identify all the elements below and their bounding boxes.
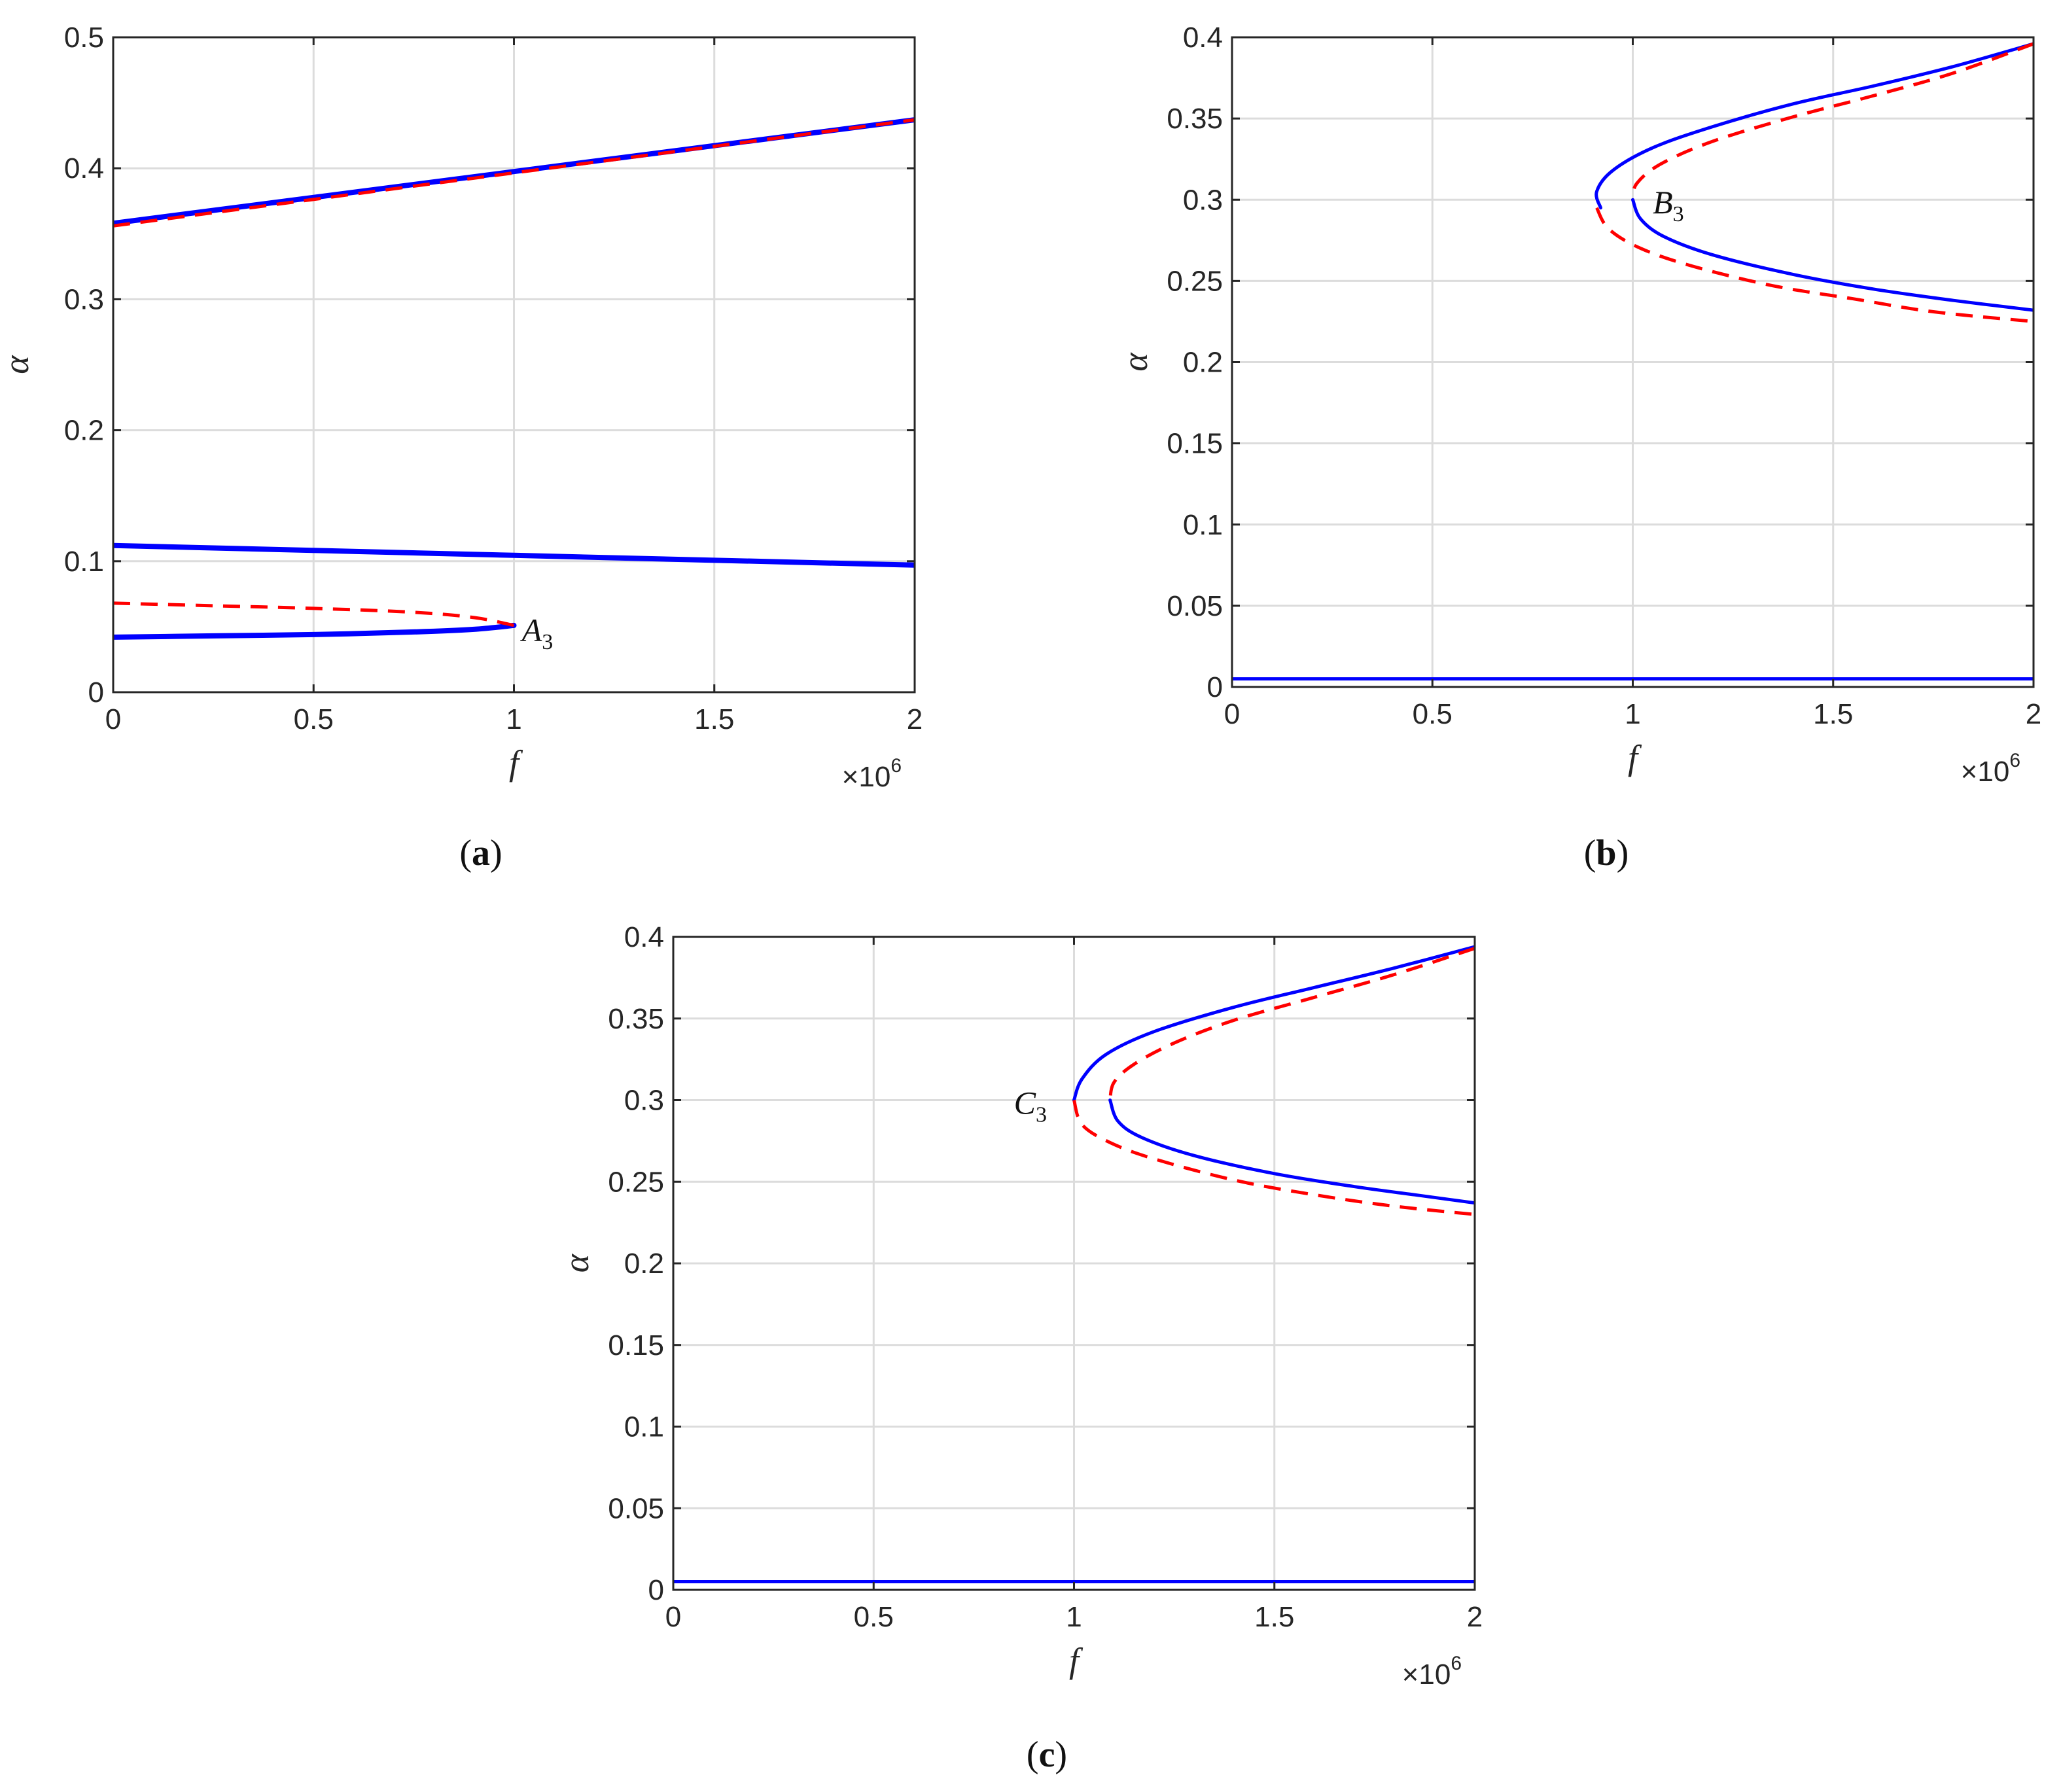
y-tick-label: 0.25: [608, 1166, 664, 1198]
stable-branch-line-3: [113, 622, 517, 640]
caption-letter: c: [1039, 1734, 1055, 1775]
stable-branch-line-2: [1108, 1098, 1475, 1205]
panel-caption: (a): [459, 833, 502, 873]
y-tick-label: 0.3: [1183, 184, 1223, 216]
annotation-subscript: 3: [1673, 202, 1684, 226]
x-multiplier-label: ×106: [1402, 1653, 1462, 1691]
x-multiplier-base: ×10: [842, 761, 891, 793]
x-tick-label: 1.5: [1813, 698, 1853, 730]
series-group: [1232, 42, 2034, 681]
y-tick-label: 0.4: [624, 921, 664, 953]
x-tick-label: 0: [1224, 698, 1240, 730]
y-tick-label: 0.05: [608, 1492, 664, 1524]
y-tick-label: 0.4: [64, 152, 104, 184]
annotation-subscript: 3: [542, 630, 553, 654]
annotation-letter: B: [1653, 184, 1673, 220]
y-tick-label: 0.2: [64, 415, 104, 447]
y-axis-label: α: [1116, 352, 1155, 372]
point-annotation: B3: [1653, 184, 1684, 226]
y-tick-label: 0.3: [624, 1085, 664, 1117]
y-axis-label: α: [557, 1253, 596, 1273]
y-tick-label: 0.1: [624, 1411, 664, 1443]
x-tick-label: 1.5: [694, 703, 734, 735]
y-tick-label: 0.05: [1167, 590, 1223, 622]
x-tick-label: 0.5: [854, 1601, 894, 1633]
series-group: [113, 117, 915, 640]
x-multiplier-base: ×10: [1961, 756, 2010, 788]
annotation-letter: C: [1014, 1084, 1036, 1121]
x-tick-label: 0.5: [294, 703, 334, 735]
caption-close-paren: ): [1055, 1734, 1067, 1775]
x-tick-label: 1: [1625, 698, 1640, 730]
caption-close-paren: ): [1617, 833, 1629, 873]
y-tick-label: 0.5: [64, 22, 104, 54]
y-tick-label: 0: [88, 676, 104, 709]
caption-letter: a: [472, 833, 490, 873]
x-tick-label: 2: [2026, 698, 2041, 730]
x-multiplier-label: ×106: [842, 755, 902, 793]
y-tick-label: 0.15: [608, 1329, 664, 1362]
x-multiplier-label: ×106: [1961, 750, 2020, 788]
unstable-branch-line-3: [1595, 207, 2034, 323]
x-tick-label: 0.5: [1413, 698, 1453, 730]
x-tick-label: 1: [1066, 1601, 1082, 1633]
y-tick-label: 0.35: [608, 1003, 664, 1035]
y-tick-label: 0.15: [1167, 428, 1223, 460]
x-axis-label: f: [1069, 1641, 1083, 1680]
y-tick-label: 0.1: [1183, 509, 1223, 541]
caption-letter: b: [1596, 833, 1616, 873]
y-tick-label: 0.2: [624, 1248, 664, 1280]
x-axis-label: f: [1628, 738, 1642, 777]
series-group: [673, 945, 1475, 1584]
x-tick-label: 2: [1467, 1601, 1483, 1633]
caption-open-paren: (: [459, 833, 472, 873]
point-annotation: C3: [1014, 1084, 1047, 1127]
x-multiplier-exponent: 6: [2009, 750, 2020, 771]
x-tick-label: 1.5: [1254, 1601, 1294, 1633]
stable-branch-line-2: [113, 542, 915, 568]
x-multiplier-exponent: 6: [890, 755, 902, 777]
x-axis-label: f: [509, 743, 523, 782]
y-tick-label: 0: [1207, 671, 1223, 703]
x-tick-label: 0: [665, 1601, 681, 1633]
stable-branch-line-0: [1594, 42, 2034, 210]
y-tick-label: 0.35: [1167, 103, 1223, 135]
y-tick-label: 0.1: [64, 546, 104, 578]
x-tick-label: 1: [506, 703, 521, 735]
panel-caption: (c): [1027, 1734, 1067, 1775]
x-tick-label: 0: [105, 703, 121, 735]
panel-caption: (b): [1584, 833, 1629, 873]
annotation-letter: A: [520, 612, 542, 648]
y-tick-label: 0.25: [1167, 265, 1223, 297]
caption-open-paren: (: [1027, 1734, 1039, 1775]
y-tick-label: 0.4: [1183, 22, 1223, 54]
panel-b: 0 0.5 1 1.5 2 0 0.05 0.1 0.15 0.2 0.25 0.3 0.35 0.4 f α…: [1116, 22, 2041, 873]
panel-a: 0 0.5 1 1.5 2 0 0.1 0.2 0.3 0.4 0.5 f α ×106 A3 (a): [0, 22, 923, 873]
point-annotation: A3: [520, 612, 554, 654]
unstable-branch-line-4: [113, 601, 514, 627]
x-tick-label: 2: [907, 703, 923, 735]
panel-c: 0 0.5 1 1.5 2 0 0.05 0.1 0.15 0.2 0.25 0.3 0.35 0.4 f α…: [557, 921, 1483, 1775]
stable-branch-line-0: [1072, 945, 1475, 1102]
unstable-branch-line-1: [113, 118, 915, 228]
stable-branch-line-2: [1631, 198, 2034, 312]
unstable-branch-line-1: [1631, 42, 2034, 200]
y-tick-label: 0.3: [64, 283, 104, 315]
unstable-branch-line-1: [1108, 947, 1475, 1101]
x-multiplier-exponent: 6: [1451, 1653, 1462, 1674]
caption-close-paren: ): [490, 833, 502, 873]
x-multiplier-base: ×10: [1402, 1659, 1451, 1691]
y-tick-label: 0: [648, 1574, 664, 1606]
caption-open-paren: (: [1584, 833, 1596, 873]
annotation-subscript: 3: [1036, 1102, 1047, 1127]
y-tick-label: 0.2: [1183, 347, 1223, 379]
unstable-branch-line-3: [1072, 1099, 1475, 1216]
y-axis-label: α: [0, 355, 36, 374]
